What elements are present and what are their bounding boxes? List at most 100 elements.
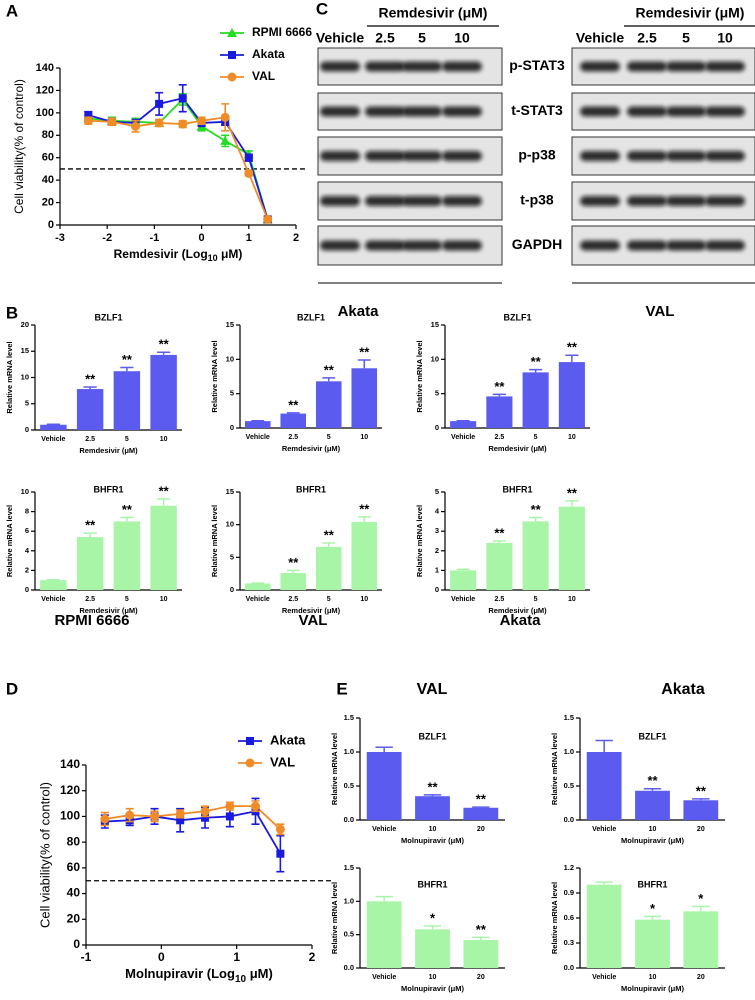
x-axis-label-part: Remdesivir (Log [114,247,208,261]
marker [251,801,260,811]
significance-label: ** [288,397,299,412]
y-tick-label: 60 [42,152,54,164]
bar [450,570,477,590]
legend-label: VAL [270,754,295,769]
bar [558,506,585,590]
error-bar [286,412,300,414]
x-tick-label: Vehicle [592,974,616,981]
y-tick-label: 80 [67,834,81,848]
y-tick-label: 0 [230,423,234,432]
chart-title: BZLF1 [297,312,325,322]
error-bar [157,498,171,506]
x-tick-label: 5 [534,596,538,603]
bar [113,371,141,430]
error-bar [492,393,506,397]
marker [176,816,185,825]
blot-band [666,240,706,251]
chart-title: BZLF1 [504,312,532,322]
error-bar [595,881,613,885]
marker [246,737,254,745]
x-tick-label: 2 [293,232,299,244]
lane-label: Vehicle [316,30,364,46]
bar [244,421,271,428]
y-tick-label: 0 [435,585,439,594]
cell-line-header: Akata [661,681,705,698]
x-tick-label: 10 [160,596,168,603]
chart-title: BHFR1 [296,484,326,494]
marker [228,51,236,59]
marker [150,811,160,821]
x-tick-label: Vehicle [592,826,616,833]
blot-band [580,151,620,161]
bar [366,901,402,968]
y-tick-label: 0.5 [564,781,574,790]
lane-label: Vehicle [576,30,624,46]
bar [463,807,499,820]
y-tick-label: 1.0 [564,747,574,756]
x-tick-label: 10 [649,826,657,833]
y-tick-label: 10 [226,520,234,529]
y-tick-label: 0 [25,425,29,434]
x-tick-label: 20 [477,974,485,981]
bar [351,368,378,428]
significance-label: ** [159,337,170,352]
significance-label: ** [122,502,133,517]
x-axis-label: Remdesivir (μM) [488,606,547,615]
significance-label: ** [494,525,505,540]
error-bar [529,516,543,522]
blot-band [320,196,360,206]
y-axis-label: Cell viability(% of control) [12,79,26,214]
x-axis-label: Molnupiravir (μM) [621,836,684,845]
y-tick-label: 0 [230,585,234,594]
y-tick-label: 5 [435,389,439,398]
y-tick-label: 1.5 [344,713,354,722]
x-tick-label: 10 [360,596,368,603]
bar [586,884,622,968]
y-tick-label: 0.9 [564,888,574,897]
x-tick-label: 10 [160,436,168,443]
marker [178,119,188,129]
error-bar [157,351,171,355]
blot-band [705,61,745,72]
x-tick-label: -1 [81,950,92,964]
blot-band [320,61,360,72]
y-tick-label: 5 [230,552,234,561]
lane-label: 10 [717,30,733,46]
error-bar [529,368,543,373]
x-tick-label: 10 [568,596,576,603]
lane-label: 2.5 [637,30,657,46]
error-bar [565,354,579,363]
x-tick-label: 2.5 [495,434,505,441]
y-tick-label: 4 [435,507,440,516]
bar [522,372,549,428]
y-axis-label: Relative mRNA level [415,505,424,577]
bar [76,389,104,430]
bar [40,580,67,590]
error-bar [357,516,371,523]
marker [225,801,235,811]
x-axis-label: Molnupiravir (μM) [401,836,464,845]
bar [244,583,271,590]
y-tick-label: 140 [60,757,80,771]
blot-band [320,240,360,251]
x-axis-label: Remdesivir (μM) [282,444,341,453]
bar [351,522,378,590]
error-bar [595,739,613,752]
chart-title: BZLF1 [639,731,667,741]
y-tick-label: 0.0 [564,815,574,824]
bar [76,537,104,590]
x-tick-label: 2.5 [85,436,95,443]
y-tick-label: 15 [226,487,234,496]
y-tick-label: 1.2 [564,863,574,872]
x-tick-label: 10 [568,434,576,441]
x-tick-label: 5 [327,596,331,603]
significance-label: ** [567,340,578,355]
blot-band [627,106,667,117]
x-axis-label: Molnupiravir (Log10 μM) [125,966,273,984]
y-tick-label: 1 [435,565,439,574]
panel-letter: D [6,679,18,698]
y-tick-label: 5 [230,389,234,398]
y-tick-label: 15 [226,320,234,329]
y-tick-label: 10 [431,354,439,363]
y-axis-label: Relative mRNA level [550,733,559,805]
